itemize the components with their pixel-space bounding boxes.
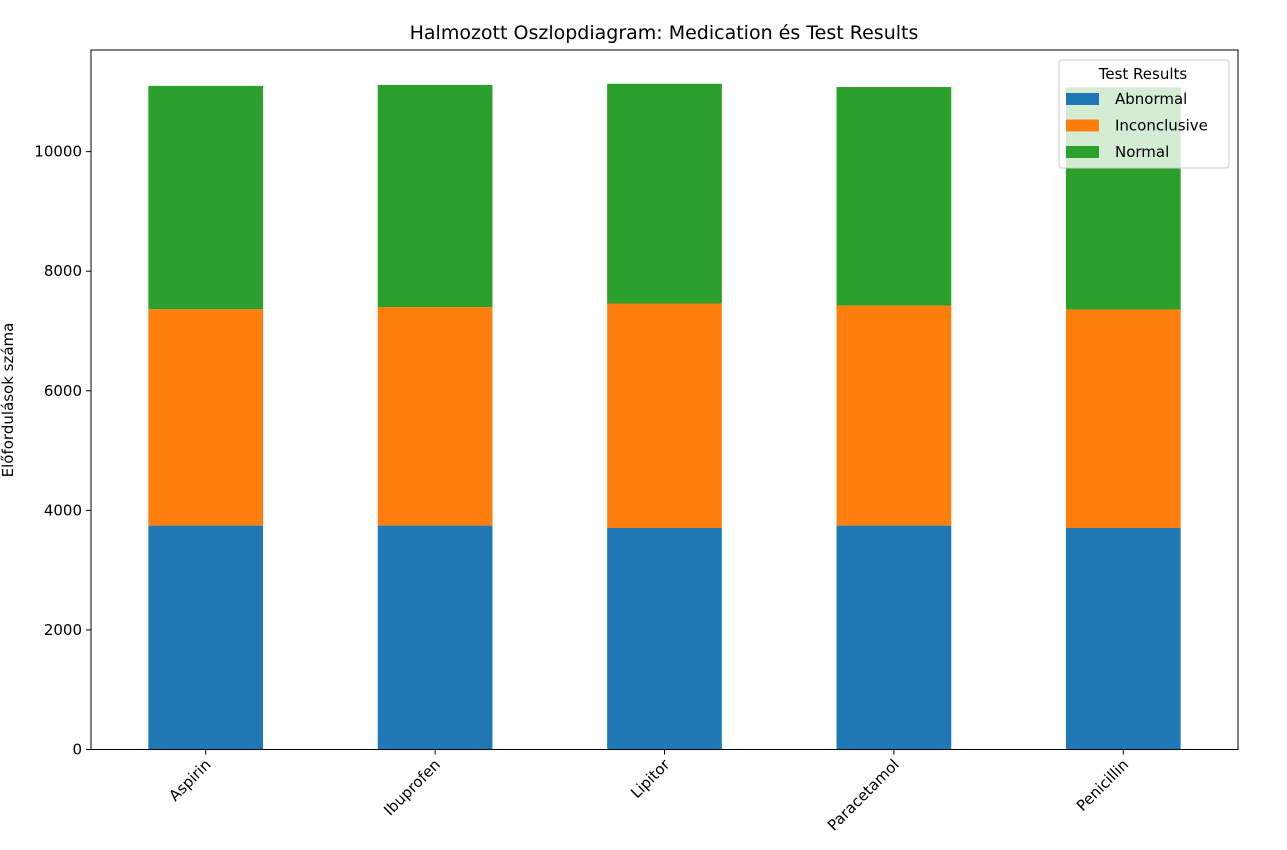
bar-normal-aspirin <box>148 85 264 310</box>
legend-label-normal: Normal <box>1115 143 1169 161</box>
y-tick-label: 10000 <box>34 143 82 161</box>
bar-abnormal-ibuprofen <box>377 525 493 750</box>
chart-title: Halmozott Oszlopdiagram: Medication és T… <box>410 22 919 44</box>
x-tick-label: Ibuprofen <box>380 756 444 820</box>
legend-swatch-abnormal <box>1066 93 1099 105</box>
y-axis-label: Előfordulások száma <box>0 323 17 478</box>
legend-label-inconclusive: Inconclusive <box>1115 117 1208 135</box>
y-tick-label: 4000 <box>44 501 82 519</box>
y-tick-label: 6000 <box>44 382 82 400</box>
bar-abnormal-lipitor <box>607 527 722 750</box>
legend-items: Abnormal Inconclusive Normal <box>1066 90 1208 161</box>
x-axis-ticks: Aspirin Ibuprofen Lipitor Paracetamol Penici… <box>165 749 1132 835</box>
bar-inconclusive-ibuprofen <box>377 307 493 526</box>
bar-inconclusive-lipitor <box>607 303 722 528</box>
bar-abnormal-aspirin <box>148 525 264 750</box>
bar-inconclusive-paracetamol <box>836 305 952 526</box>
bars-group <box>148 83 1181 750</box>
bar-normal-paracetamol <box>836 87 952 306</box>
x-tick-label: Lipitor <box>627 755 674 802</box>
legend-swatch-normal <box>1066 146 1099 158</box>
bar-abnormal-paracetamol <box>836 525 952 750</box>
legend-box <box>1058 59 1230 169</box>
bar-inconclusive-aspirin <box>148 309 264 526</box>
legend: Test Results Abnormal Inconclusive Normal <box>1058 59 1230 169</box>
plot-frame <box>90 49 1239 750</box>
bar-normal-ibuprofen <box>377 84 493 308</box>
x-tick-label: Penicillin <box>1073 756 1132 815</box>
y-tick-label: 8000 <box>44 262 82 280</box>
legend-title: Test Results <box>1098 65 1188 83</box>
x-tick-label: Aspirin <box>165 756 214 805</box>
legend-swatch-inconclusive <box>1066 119 1099 132</box>
legend-label-abnormal: Abnormal <box>1115 90 1187 108</box>
bar-inconclusive-penicillin <box>1065 309 1181 528</box>
y-tick-label: 2000 <box>44 621 82 639</box>
x-tick-label: Paracetamol <box>824 756 903 835</box>
bar-normal-lipitor <box>607 83 722 304</box>
bar-abnormal-penicillin <box>1065 527 1181 750</box>
y-tick-label: 0 <box>72 741 82 759</box>
y-axis-ticks: 0 2000 4000 6000 8000 10000 <box>34 143 91 759</box>
